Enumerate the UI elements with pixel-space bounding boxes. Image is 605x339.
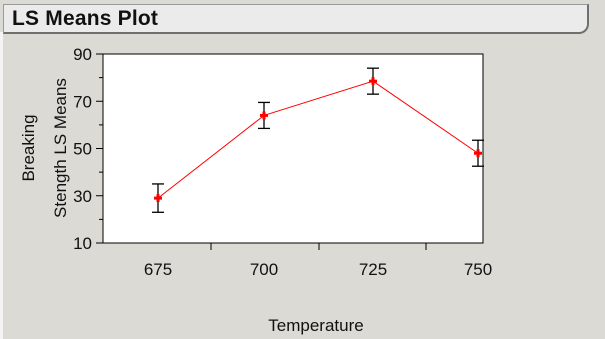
y-tick-label: 50	[73, 140, 92, 159]
data-point	[474, 149, 482, 158]
x-tick-label: 725	[359, 260, 387, 279]
panel-title: LS Means Plot	[12, 7, 159, 30]
y-axis-label-line-2: Stength LS Means	[51, 78, 70, 218]
data-point	[260, 111, 268, 120]
series-line	[157, 80, 479, 199]
x-axis-label: Temperature	[268, 316, 363, 335]
data-point	[154, 194, 162, 203]
plot-frame	[102, 53, 484, 244]
x-tick-label: 675	[144, 260, 172, 279]
outline-title-bar[interactable]: LS Means Plot	[3, 4, 589, 34]
y-tick-label: 10	[73, 234, 92, 253]
y-tick-label: 30	[73, 187, 92, 206]
y-axis: 10 30 50 70 90	[73, 45, 103, 253]
data-point	[369, 77, 377, 86]
y-tick-label: 70	[73, 92, 92, 111]
y-axis-label-line-1: Breaking	[19, 114, 38, 181]
x-axis: 675 700 725 750	[144, 243, 492, 279]
series-layer	[152, 67, 484, 213]
x-tick-label: 700	[250, 260, 278, 279]
x-tick-label: 750	[464, 260, 492, 279]
panel-left-edge	[0, 32, 3, 339]
y-tick-label: 90	[73, 45, 92, 64]
